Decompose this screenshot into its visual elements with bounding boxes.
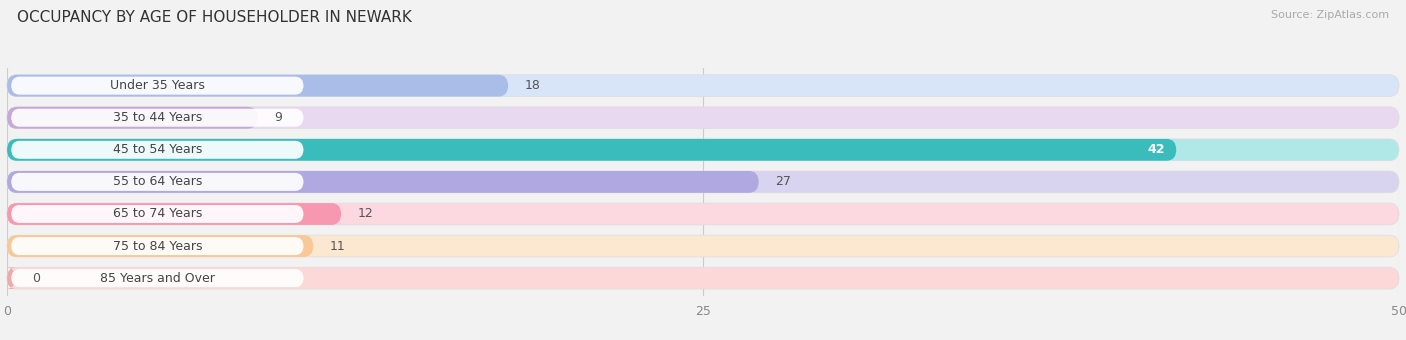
FancyBboxPatch shape bbox=[7, 171, 1399, 193]
FancyBboxPatch shape bbox=[11, 269, 304, 287]
FancyBboxPatch shape bbox=[7, 139, 1177, 161]
Text: 9: 9 bbox=[274, 111, 283, 124]
FancyBboxPatch shape bbox=[7, 107, 257, 129]
Text: 27: 27 bbox=[775, 175, 792, 188]
FancyBboxPatch shape bbox=[11, 237, 304, 255]
Text: 55 to 64 Years: 55 to 64 Years bbox=[112, 175, 202, 188]
FancyBboxPatch shape bbox=[11, 205, 304, 223]
Text: 11: 11 bbox=[330, 240, 346, 253]
FancyBboxPatch shape bbox=[7, 107, 1399, 129]
FancyBboxPatch shape bbox=[7, 203, 342, 225]
Text: 0: 0 bbox=[32, 272, 41, 285]
FancyBboxPatch shape bbox=[11, 141, 304, 159]
FancyBboxPatch shape bbox=[7, 75, 508, 97]
Text: OCCUPANCY BY AGE OF HOUSEHOLDER IN NEWARK: OCCUPANCY BY AGE OF HOUSEHOLDER IN NEWAR… bbox=[17, 10, 412, 25]
FancyBboxPatch shape bbox=[11, 109, 304, 127]
FancyBboxPatch shape bbox=[11, 76, 304, 95]
Text: 75 to 84 Years: 75 to 84 Years bbox=[112, 240, 202, 253]
Text: 45 to 54 Years: 45 to 54 Years bbox=[112, 143, 202, 156]
FancyBboxPatch shape bbox=[7, 235, 314, 257]
Text: 65 to 74 Years: 65 to 74 Years bbox=[112, 207, 202, 220]
Text: 85 Years and Over: 85 Years and Over bbox=[100, 272, 215, 285]
Text: Under 35 Years: Under 35 Years bbox=[110, 79, 205, 92]
Text: 42: 42 bbox=[1147, 143, 1166, 156]
FancyBboxPatch shape bbox=[7, 267, 1399, 289]
FancyBboxPatch shape bbox=[7, 139, 1399, 161]
Text: 35 to 44 Years: 35 to 44 Years bbox=[112, 111, 202, 124]
Text: 12: 12 bbox=[357, 207, 374, 220]
Text: 18: 18 bbox=[524, 79, 541, 92]
Text: Source: ZipAtlas.com: Source: ZipAtlas.com bbox=[1271, 10, 1389, 20]
FancyBboxPatch shape bbox=[7, 75, 1399, 97]
FancyBboxPatch shape bbox=[6, 267, 17, 289]
FancyBboxPatch shape bbox=[7, 235, 1399, 257]
FancyBboxPatch shape bbox=[11, 173, 304, 191]
FancyBboxPatch shape bbox=[7, 203, 1399, 225]
FancyBboxPatch shape bbox=[7, 171, 759, 193]
